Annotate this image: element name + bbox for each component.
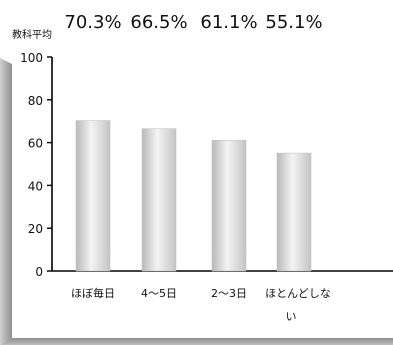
bar xyxy=(75,120,111,272)
y-ticks: 0 20 40 60 80 100 xyxy=(20,51,52,279)
x-tick-label: 4～5日 xyxy=(141,287,177,300)
y-tick-label: 100 xyxy=(20,51,43,65)
y-tick-label: 40 xyxy=(28,179,43,193)
bar xyxy=(211,139,247,272)
y-tick-label: 0 xyxy=(35,265,43,279)
x-tick-label-continued: い xyxy=(286,310,297,323)
bar-value-label: 70.3% xyxy=(64,12,121,33)
x-tick-label: ほとんどしな xyxy=(265,287,331,300)
x-tick-label: ほぼ毎日 xyxy=(71,287,115,300)
value-labels: 70.3% 66.5% 61.1% 55.1% xyxy=(64,12,322,33)
bar xyxy=(276,152,312,272)
bar xyxy=(141,128,177,272)
bars xyxy=(75,120,312,272)
x-tick-label: 2～3日 xyxy=(211,287,247,300)
bar-value-label: 66.5% xyxy=(130,12,187,33)
y-tick-label: 20 xyxy=(28,222,43,236)
bar-value-label: 55.1% xyxy=(265,12,322,33)
frame-shadow-bottom xyxy=(0,338,393,345)
y-axis-title: 教科平均 xyxy=(12,28,52,41)
bar-value-label: 61.1% xyxy=(200,12,257,33)
frame-shadow-left xyxy=(0,58,12,345)
y-tick-label: 80 xyxy=(28,94,43,108)
y-tick-label: 60 xyxy=(28,137,43,151)
